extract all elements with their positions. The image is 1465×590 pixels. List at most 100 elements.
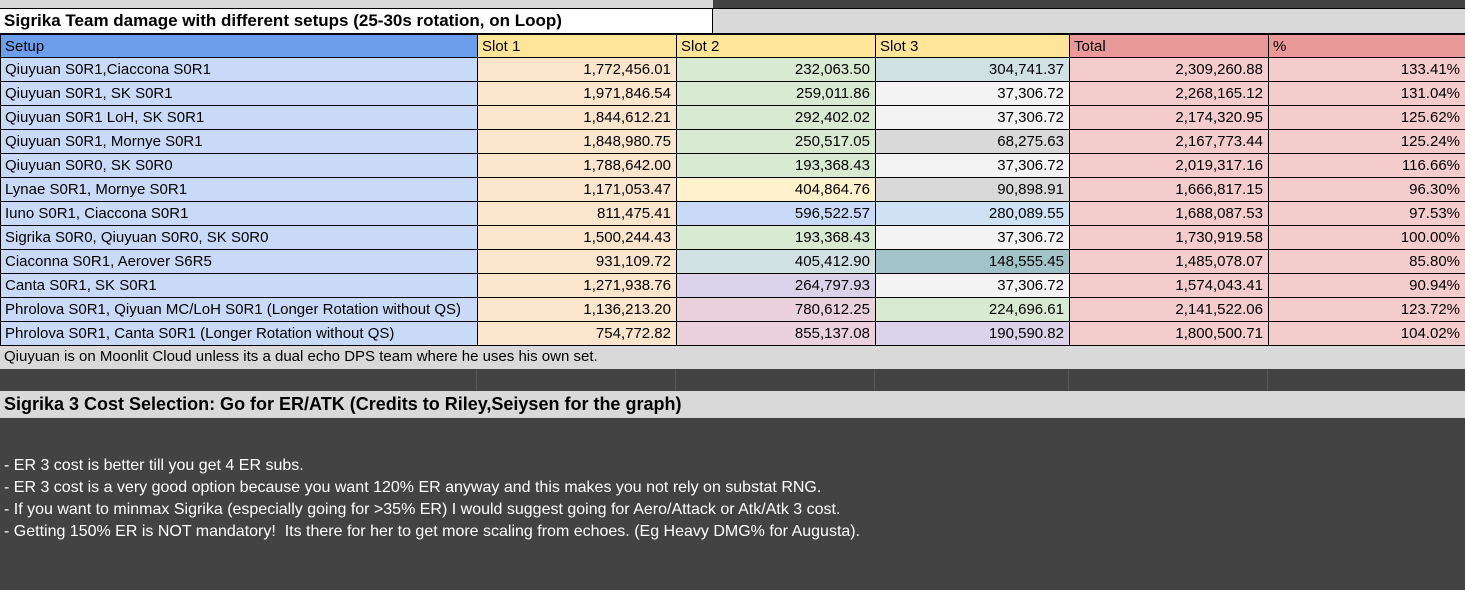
slot1-cell[interactable]: 931,109.72	[477, 249, 677, 274]
slot3-cell[interactable]: 304,741.37	[875, 57, 1070, 82]
table-row: Phrolova S0R1, Canta S0R1 (Longer Rotati…	[0, 321, 1465, 346]
pct-cell[interactable]: 90.94%	[1268, 273, 1465, 298]
col-header-total[interactable]: Total	[1069, 34, 1269, 58]
slot2-cell[interactable]: 232,063.50	[676, 57, 876, 82]
pct-cell[interactable]: 96.30%	[1268, 177, 1465, 202]
slot1-cell[interactable]: 1,136,213.20	[477, 297, 677, 322]
setup-cell[interactable]: Canta S0R1, SK S0R1	[0, 273, 478, 298]
damage-table: Setup Slot 1 Slot 2 Slot 3 Total% Qiuyuan S0…	[0, 34, 1465, 346]
total-cell[interactable]: 2,167,773.44	[1069, 129, 1269, 154]
total-cell[interactable]: 1,666,817.15	[1069, 177, 1269, 202]
col-header-pct[interactable]: %	[1268, 34, 1465, 58]
pct-cell[interactable]: 97.53%	[1268, 201, 1465, 226]
pct-cell[interactable]: 133.41%	[1268, 57, 1465, 82]
setup-cell[interactable]: Lynae S0R1, Mornye S0R1	[0, 177, 478, 202]
pct-cell[interactable]: 123.72%	[1268, 297, 1465, 322]
slot1-cell[interactable]: 1,971,846.54	[477, 81, 677, 106]
slot3-cell[interactable]: 280,089.55	[875, 201, 1070, 226]
slot2-cell[interactable]: 259,011.86	[676, 81, 876, 106]
setup-cell[interactable]: Qiuyuan S0R1, Mornye S0R1	[0, 129, 478, 154]
slot1-cell[interactable]: 1,500,244.43	[477, 225, 677, 250]
slot2-cell[interactable]: 596,522.57	[676, 201, 876, 226]
total-cell[interactable]: 1,688,087.53	[1069, 201, 1269, 226]
col-header-slot3[interactable]: Slot 3	[875, 34, 1070, 58]
slot2-cell[interactable]: 780,612.25	[676, 297, 876, 322]
slot3-cell[interactable]: 224,696.61	[875, 297, 1070, 322]
slot2-cell[interactable]: 405,412.90	[676, 249, 876, 274]
top-strip-left	[0, 0, 713, 8]
setup-cell[interactable]: Sigrika S0R0, Qiuyuan S0R0, SK S0R0	[0, 225, 478, 250]
bullet-notes: - ER 3 cost is better till you get 4 ER …	[0, 418, 1465, 543]
table-row: Ciaconna S0R1, Aerover S6R5 931,109.72 405…	[0, 249, 1465, 274]
table-row: Qiuyuan S0R1 LoH, SK S0R1 1,844,612.21 292…	[0, 105, 1465, 130]
setup-cell[interactable]: Phrolova S0R1, Canta S0R1 (Longer Rotati…	[0, 321, 478, 346]
slot1-cell[interactable]: 1,848,980.75	[477, 129, 677, 154]
table-row: Lynae S0R1, Mornye S0R1 1,171,053.47 404,8…	[0, 177, 1465, 202]
gap-cell	[1069, 369, 1268, 391]
slot2-cell[interactable]: 193,368.43	[676, 225, 876, 250]
total-cell[interactable]: 2,309,260.88	[1069, 57, 1269, 82]
slot1-cell[interactable]: 811,475.41	[477, 201, 677, 226]
note-text: Qiuyuan is on Moonlit Cloud unless its a…	[0, 346, 1465, 369]
slot1-cell[interactable]: 1,271,938.76	[477, 273, 677, 298]
slot2-cell[interactable]: 264,797.93	[676, 273, 876, 298]
setup-cell[interactable]: Qiuyuan S0R1 LoH, SK S0R1	[0, 105, 478, 130]
pct-cell[interactable]: 85.80%	[1268, 249, 1465, 274]
note-line: - If you want to minmax Sigrika (especia…	[4, 501, 841, 518]
gap-cell	[875, 369, 1069, 391]
header-row: Setup Slot 1 Slot 2 Slot 3 Total%	[0, 34, 1465, 58]
setup-cell[interactable]: Ciaconna S0R1, Aerover S6R5	[0, 249, 478, 274]
sheet-title-row: Sigrika Team damage with different setup…	[0, 8, 1465, 34]
setup-cell[interactable]: Iuno S0R1, Ciaccona S0R1	[0, 201, 478, 226]
col-header-slot1[interactable]: Slot 1	[477, 34, 677, 58]
total-cell[interactable]: 1,800,500.71	[1069, 321, 1269, 346]
setup-cell[interactable]: Phrolova S0R1, Qiyuan MC/LoH S0R1 (Longe…	[0, 297, 478, 322]
gap-cell	[676, 369, 875, 391]
note-line: - ER 3 cost is a very good option becaus…	[4, 479, 822, 496]
setup-cell[interactable]: Qiuyuan S0R1,Ciaccona S0R1	[0, 57, 478, 82]
slot3-cell[interactable]: 68,275.63	[875, 129, 1070, 154]
pct-cell[interactable]: 116.66%	[1268, 153, 1465, 178]
col-header-setup[interactable]: Setup	[0, 34, 478, 58]
pct-cell[interactable]: 131.04%	[1268, 81, 1465, 106]
section-title: Sigrika 3 Cost Selection: Go for ER/ATK …	[0, 391, 1465, 418]
total-cell[interactable]: 1,574,043.41	[1069, 273, 1269, 298]
top-strip	[0, 0, 1465, 8]
slot2-cell[interactable]: 250,517.05	[676, 129, 876, 154]
pct-cell[interactable]: 125.62%	[1268, 105, 1465, 130]
setup-cell[interactable]: Qiuyuan S0R1, SK S0R1	[0, 81, 478, 106]
total-cell[interactable]: 2,174,320.95	[1069, 105, 1269, 130]
slot1-cell[interactable]: 1,772,456.01	[477, 57, 677, 82]
table-row: Phrolova S0R1, Qiyuan MC/LoH S0R1 (Longe…	[0, 297, 1465, 322]
pct-cell[interactable]: 125.24%	[1268, 129, 1465, 154]
total-cell[interactable]: 1,730,919.58	[1069, 225, 1269, 250]
slot3-cell[interactable]: 37,306.72	[875, 273, 1070, 298]
slot3-cell[interactable]: 37,306.72	[875, 225, 1070, 250]
total-cell[interactable]: 2,141,522.06	[1069, 297, 1269, 322]
slot3-cell[interactable]: 148,555.45	[875, 249, 1070, 274]
slot2-cell[interactable]: 855,137.08	[676, 321, 876, 346]
slot3-cell[interactable]: 90,898.91	[875, 177, 1070, 202]
table-row: Qiuyuan S0R1, SK S0R1 1,971,846.54 259,011…	[0, 81, 1465, 106]
slot2-cell[interactable]: 404,864.76	[676, 177, 876, 202]
pct-cell[interactable]: 104.02%	[1268, 321, 1465, 346]
slot3-cell[interactable]: 37,306.72	[875, 81, 1070, 106]
total-cell[interactable]: 2,268,165.12	[1069, 81, 1269, 106]
slot3-cell[interactable]: 190,590.82	[875, 321, 1070, 346]
slot2-cell[interactable]: 193,368.43	[676, 153, 876, 178]
dark-gap-row	[0, 369, 1465, 391]
slot3-cell[interactable]: 37,306.72	[875, 105, 1070, 130]
col-header-slot2[interactable]: Slot 2	[676, 34, 876, 58]
slot2-cell[interactable]: 292,402.02	[676, 105, 876, 130]
slot3-cell[interactable]: 37,306.72	[875, 153, 1070, 178]
slot1-cell[interactable]: 1,788,642.00	[477, 153, 677, 178]
setup-cell[interactable]: Qiuyuan S0R0, SK S0R0	[0, 153, 478, 178]
pct-cell[interactable]: 100.00%	[1268, 225, 1465, 250]
gap-cell	[477, 369, 676, 391]
slot1-cell[interactable]: 1,171,053.47	[477, 177, 677, 202]
total-cell[interactable]: 2,019,317.16	[1069, 153, 1269, 178]
table-row: Qiuyuan S0R1,Ciaccona S0R1 1,772,456.01 23…	[0, 57, 1465, 82]
slot1-cell[interactable]: 1,844,612.21	[477, 105, 677, 130]
total-cell[interactable]: 1,485,078.07	[1069, 249, 1269, 274]
slot1-cell[interactable]: 754,772.82	[477, 321, 677, 346]
